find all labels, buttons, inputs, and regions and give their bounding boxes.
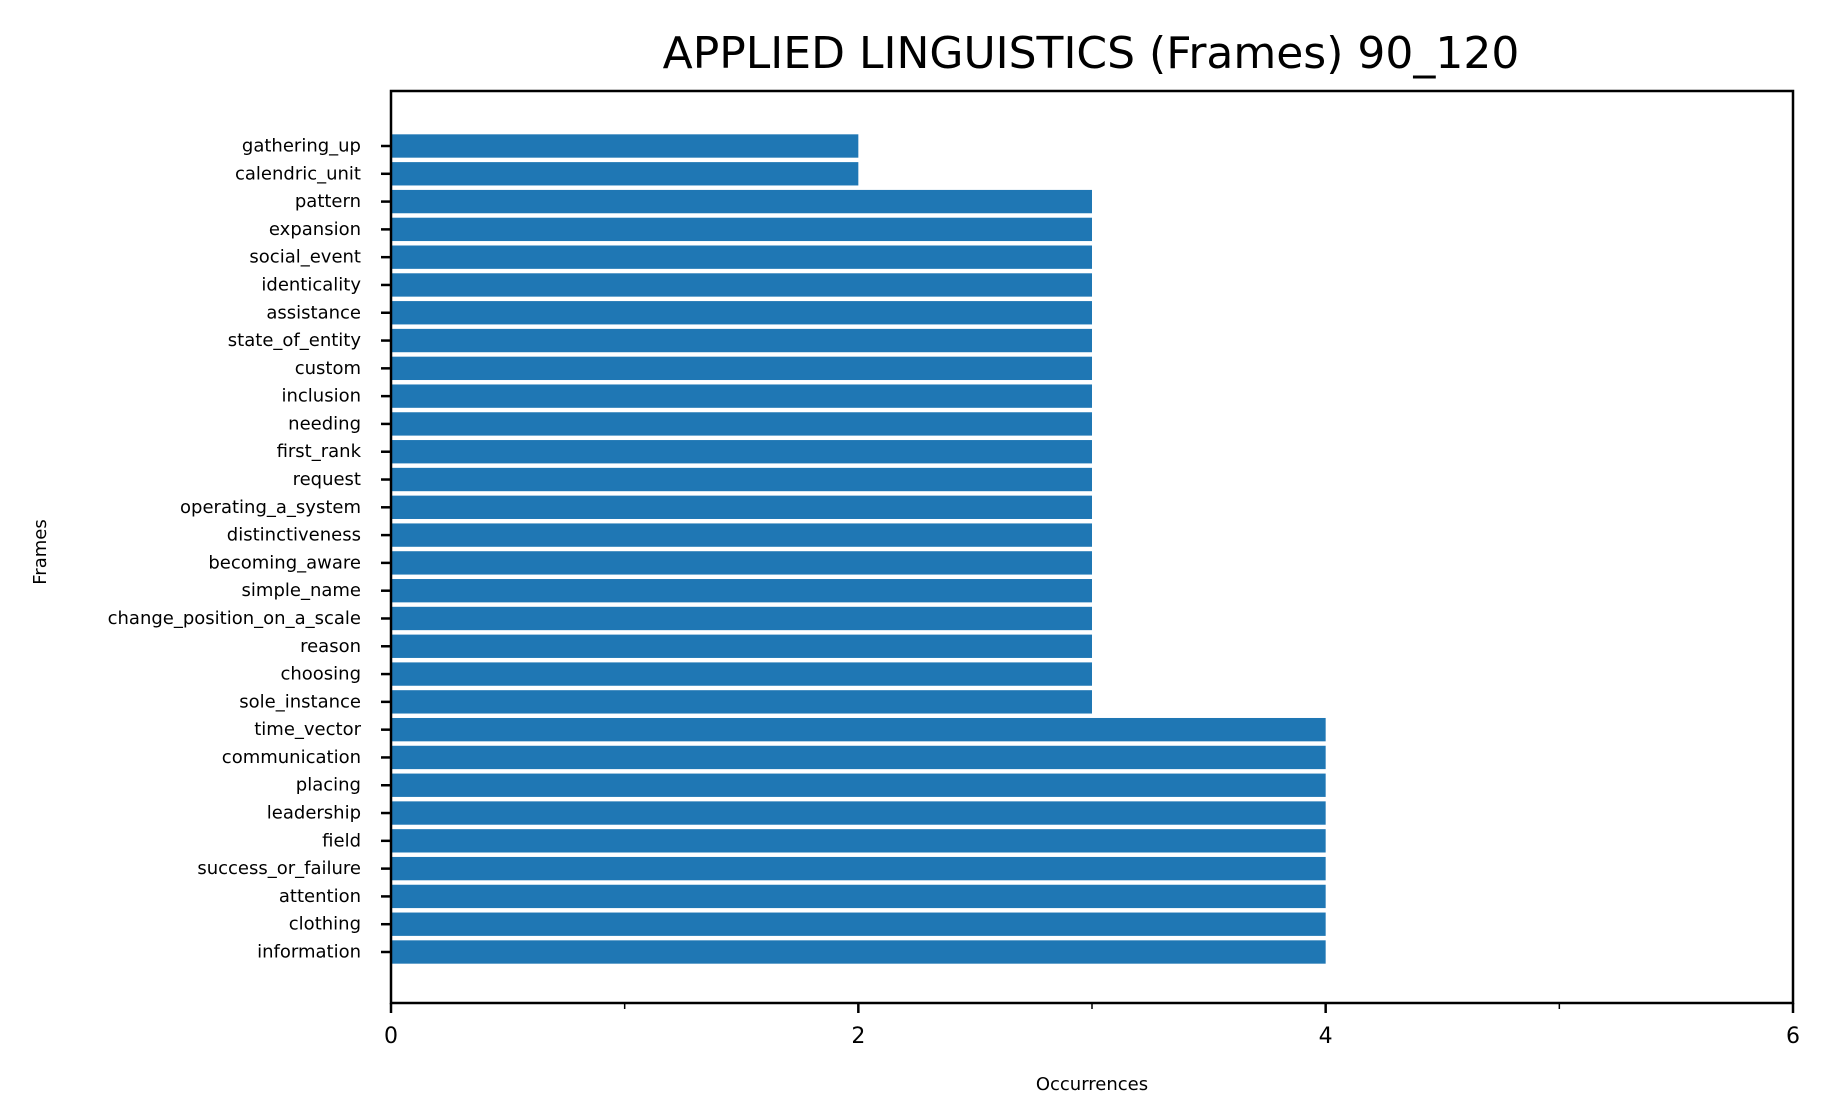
bar-clothing — [391, 912, 1326, 936]
y-tick-label: information — [257, 942, 361, 963]
y-tick-label: attention — [279, 886, 361, 907]
x-axis-label: Occurrences — [1036, 1074, 1148, 1095]
y-tick-label: distinctiveness — [227, 525, 361, 546]
y-tick-label: pattern — [295, 191, 361, 212]
bar-success_or_failure — [391, 856, 1326, 881]
bar-request — [391, 467, 1092, 492]
bar-inclusion — [391, 384, 1092, 408]
y-tick-label: time_vector — [254, 719, 361, 740]
x-axis-ticks: 0 2 4 6 — [384, 1003, 1800, 1049]
y-tick-label: field — [322, 830, 361, 851]
x-tick-label: 2 — [851, 1024, 865, 1049]
bar-operating_a_system — [391, 495, 1092, 519]
y-tick-label: custom — [295, 358, 361, 379]
y-tick-label: assistance — [266, 302, 361, 323]
bar-distinctiveness — [391, 523, 1092, 547]
bars-group — [391, 134, 1326, 964]
plot-area-frame — [389, 89, 1795, 1005]
bar-assistance — [391, 301, 1092, 325]
bar-communication — [391, 745, 1326, 770]
y-tick-label: leadership — [267, 803, 361, 824]
y-tick-label: social_event — [249, 247, 361, 268]
y-tick-label: expansion — [269, 219, 361, 240]
bar-simple_name — [391, 579, 1092, 603]
bar-pattern — [391, 189, 1092, 214]
chart-title: APPLIED LINGUISTICS (Frames) 90_120 — [663, 28, 1520, 79]
bar-information — [391, 940, 1326, 964]
x-tick-label: 4 — [1319, 1024, 1333, 1049]
bar-field — [391, 829, 1326, 853]
y-tick-label: success_or_failure — [197, 858, 361, 879]
y-axis-label: Frames — [30, 519, 51, 584]
y-tick-label: identicality — [261, 274, 361, 295]
bar-placing — [391, 773, 1326, 797]
bar-custom — [391, 356, 1092, 381]
bar-needing — [391, 412, 1092, 436]
bar-identicality — [391, 273, 1092, 297]
y-tick-label: communication — [222, 747, 361, 768]
y-tick-label: first_rank — [277, 441, 362, 462]
y-tick-label: simple_name — [242, 580, 361, 601]
bar-leadership — [391, 801, 1326, 825]
y-tick-label: becoming_aware — [208, 552, 361, 573]
y-tick-label: placing — [296, 775, 361, 796]
bar-expansion — [391, 217, 1092, 242]
bar-calendric_unit — [391, 162, 859, 186]
bar-choosing — [391, 662, 1092, 686]
y-tick-label: clothing — [289, 914, 361, 935]
y-tick-label: gathering_up — [242, 136, 361, 157]
bar-state_of_entity — [391, 328, 1092, 353]
y-tick-label: sole_instance — [239, 691, 361, 712]
bar-becoming_aware — [391, 551, 1092, 575]
bar-social_event — [391, 245, 1092, 269]
y-tick-label: inclusion — [281, 386, 361, 407]
bar-change_position_on_a_scale — [391, 606, 1092, 631]
x-tick-label: 6 — [1786, 1024, 1800, 1049]
y-tick-label: request — [293, 469, 361, 490]
bar-gathering_up — [391, 134, 859, 158]
bar-sole_instance — [391, 690, 1092, 714]
bar-reason — [391, 634, 1092, 658]
bar-attention — [391, 884, 1326, 909]
y-tick-label: calendric_unit — [235, 163, 361, 184]
y-tick-label: change_position_on_a_scale — [108, 608, 361, 629]
bar-time_vector — [391, 717, 1326, 742]
y-tick-label: state_of_entity — [228, 330, 362, 351]
y-tick-label: operating_a_system — [180, 497, 361, 518]
y-tick-label: choosing — [280, 664, 361, 685]
bar-first_rank — [391, 440, 1092, 464]
y-tick-label: reason — [300, 636, 361, 657]
y-tick-label: needing — [288, 413, 361, 434]
x-tick-label: 0 — [384, 1024, 398, 1049]
